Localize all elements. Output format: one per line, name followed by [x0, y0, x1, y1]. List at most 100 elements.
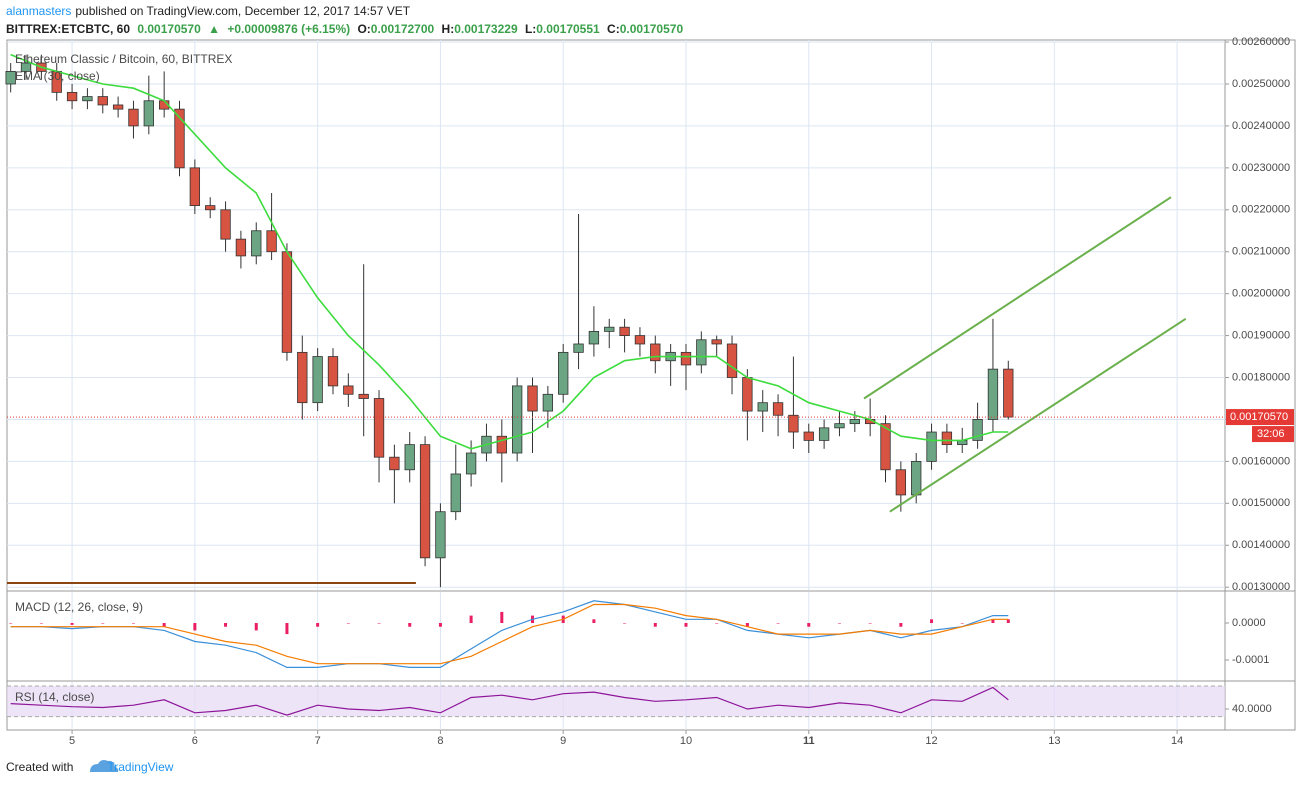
- macd-histogram-bar: [254, 623, 258, 631]
- last-price-box: [1226, 409, 1294, 426]
- countdown: 32:06: [1257, 428, 1285, 440]
- countdown-box: [1252, 426, 1294, 443]
- created-with: Created with: [6, 760, 74, 774]
- candle-body: [312, 356, 323, 404]
- ohlc-label: O:: [357, 22, 371, 36]
- candle-body: [880, 423, 891, 471]
- candle-body: [588, 330, 600, 345]
- macd-histogram-bar: [930, 619, 934, 624]
- candle-body: [619, 326, 630, 336]
- candle-body: [558, 351, 569, 395]
- rsi-title: RSI (14, close): [15, 690, 94, 704]
- last: 0.00170570: [137, 22, 201, 36]
- candle-body: [373, 398, 385, 458]
- macd-histogram-bar: [899, 623, 903, 627]
- macd-histogram-bar: [70, 623, 74, 625]
- candle-body: [205, 205, 216, 211]
- candle-body: [895, 469, 907, 496]
- brand-logo: [90, 760, 119, 772]
- y-tick-label: 0.0000: [1232, 617, 1266, 629]
- candle-body: [358, 393, 369, 399]
- y-tick-label: 0.00130000: [1232, 581, 1290, 593]
- ohlc-value: 0.00170551: [536, 22, 600, 36]
- indicator-line: [10, 603, 1009, 665]
- candle-body: [251, 230, 262, 257]
- candle-body: [818, 427, 830, 441]
- macd-histogram-bar: [162, 623, 166, 627]
- arrow: ▲: [208, 22, 220, 36]
- symbol: BITTREX:ETCBTC, 60: [6, 22, 131, 36]
- macd-histogram-bar: [469, 615, 473, 624]
- candle-body: [788, 414, 799, 433]
- candle-body: [680, 351, 692, 366]
- candle-body: [941, 431, 953, 446]
- candle-body: [512, 385, 523, 454]
- x-tick-label: 9: [560, 735, 566, 747]
- x-tick-label: 10: [680, 735, 692, 747]
- y-tick-label: 0.00200000: [1232, 288, 1290, 300]
- footer: Created with TradingView: [6, 760, 173, 774]
- macd-histogram-bar: [837, 623, 841, 624]
- candle-body: [128, 108, 139, 127]
- y-tick-label: -0.0001: [1232, 654, 1269, 666]
- candle-body: [235, 238, 247, 257]
- candle-body: [404, 444, 415, 471]
- y-tick-label: 0.00230000: [1232, 162, 1290, 174]
- candle-body: [5, 71, 16, 85]
- indicator-line: [10, 600, 1009, 668]
- candle-body: [726, 343, 738, 378]
- author[interactable]: alanmasters: [6, 4, 72, 18]
- symbol-line: BITTREX:ETCBTC, 60 0.00170570 ▲ +0.00009…: [6, 22, 687, 36]
- last-price-label: 0.00170570: [1230, 411, 1288, 423]
- candle-body: [987, 368, 999, 420]
- macd-histogram-bar: [224, 623, 228, 627]
- candle-body: [174, 108, 185, 169]
- macd-histogram-bar: [101, 623, 105, 624]
- candle-body: [834, 423, 845, 429]
- macd-histogram-bar: [500, 611, 504, 624]
- candle-body: [911, 460, 922, 496]
- candle-body: [542, 393, 554, 412]
- candle-body: [573, 343, 584, 353]
- y-tick-label: 0.00260000: [1232, 36, 1290, 48]
- candle-body: [82, 96, 93, 102]
- x-tick-label: 11: [803, 735, 815, 747]
- macd-histogram-bar: [960, 623, 964, 624]
- y-tick-label: 40.0000: [1232, 703, 1272, 715]
- published: published on TradingView.com, December 1…: [75, 4, 411, 18]
- y-tick-label: 0.00240000: [1232, 120, 1290, 132]
- macd-histogram-bar: [1006, 619, 1010, 624]
- candle-body: [803, 431, 814, 441]
- macd-histogram-bar: [745, 623, 749, 627]
- ema-line: [10, 53, 1009, 450]
- macd-histogram-bar: [715, 623, 719, 624]
- brand[interactable]: TradingView: [107, 760, 174, 774]
- candle-body: [266, 230, 277, 253]
- trend-line: [863, 196, 1172, 400]
- macd-histogram-bar: [592, 619, 596, 624]
- candle-body: [389, 456, 400, 471]
- rsi-band: [7, 685, 1225, 717]
- ohlc-label: C:: [607, 22, 620, 36]
- candle-body: [1003, 368, 1014, 418]
- candle-body: [143, 100, 154, 127]
- candle-body: [297, 351, 308, 404]
- x-tick-label: 14: [1171, 735, 1183, 747]
- macd-histogram-bar: [193, 623, 197, 631]
- macd-histogram-bar: [623, 623, 627, 624]
- macd-histogram-bar: [9, 623, 13, 624]
- y-tick-label: 0.00140000: [1232, 539, 1290, 551]
- candle-body: [281, 251, 293, 353]
- macd-histogram-bar: [131, 623, 135, 624]
- y-tick-label: 0.00180000: [1232, 371, 1290, 383]
- candle-body: [496, 435, 507, 454]
- candle-body: [650, 343, 661, 362]
- y-tick-label: 0.00250000: [1232, 78, 1290, 90]
- ohlc-label: L:: [524, 22, 537, 36]
- candle-body: [450, 473, 461, 513]
- candle-body: [220, 209, 231, 240]
- candle-body: [742, 377, 753, 412]
- ema-label: EMA (30, close): [15, 69, 100, 83]
